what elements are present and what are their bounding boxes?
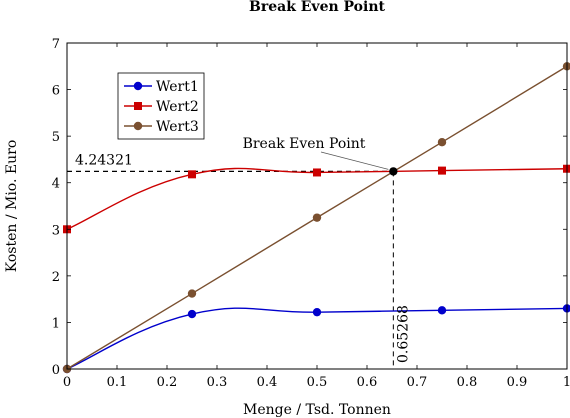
x-tick-label: 0 <box>63 375 71 390</box>
plot-area: Break Even Point 4.24321 0.65268 <box>62 62 570 374</box>
x-tick-label: 0.9 <box>507 375 528 390</box>
series-line-wert1 <box>66 307 568 370</box>
break-even-label: Break Even Point <box>243 136 366 152</box>
x-tick-label: 0.8 <box>457 375 478 390</box>
data-point-wert2 <box>313 168 321 177</box>
y-tick-label: 7 <box>52 37 60 52</box>
y-axis-label: Kosten / Mio. Euro <box>4 140 20 273</box>
legend: Wert1 Wert2 Wert3 <box>117 72 205 140</box>
series-wert3 <box>62 62 570 374</box>
data-point-wert3 <box>437 137 447 147</box>
axes: 0 0.1 0.2 0.3 0.4 0.5 0.6 0.7 0.8 0.9 1 0 1 2 3 4 5 6 7 <box>52 37 570 390</box>
x-tick-label: 0.4 <box>257 375 278 390</box>
x-tick-label: 0.1 <box>107 375 128 390</box>
x-tick-label: 0.6 <box>357 375 378 390</box>
y-tick-label: 5 <box>52 130 60 145</box>
legend-marker <box>134 102 142 110</box>
data-point-wert1 <box>312 307 322 317</box>
legend-label: Wert1 <box>156 79 199 95</box>
break-even-pointer <box>320 151 389 170</box>
break-even-point <box>389 167 398 176</box>
data-point-wert1 <box>437 306 447 315</box>
break-even-y-value: 4.24321 <box>75 152 133 168</box>
data-point-wert1 <box>562 304 570 313</box>
x-tick-label: 0.7 <box>407 375 428 390</box>
y-tick-label: 2 <box>52 270 60 285</box>
series-wert2 <box>63 164 570 234</box>
legend-label: Wert2 <box>156 99 199 115</box>
data-point-wert3 <box>187 289 197 298</box>
data-point-wert3 <box>562 62 570 71</box>
data-point-wert2 <box>188 170 196 179</box>
chart-title: Break Even Point <box>249 0 386 15</box>
x-tick-label: 0.5 <box>307 375 328 390</box>
y-tick-label: 6 <box>52 84 60 99</box>
y-tick-label: 4 <box>52 177 60 192</box>
series-wert1 <box>62 304 570 374</box>
data-point-wert2 <box>438 166 446 175</box>
legend-entry-wert2: Wert2 <box>124 99 199 115</box>
x-axis-label: Menge / Tsd. Tonnen <box>243 402 391 418</box>
data-point-wert1 <box>187 309 197 319</box>
x-tick-label: 1 <box>563 375 570 390</box>
break-even-x-value: 0.65268 <box>395 305 411 363</box>
legend-label: Wert3 <box>156 119 199 135</box>
legend-entry-wert3: Wert3 <box>124 119 199 135</box>
legend-entry-wert1: Wert1 <box>124 79 199 95</box>
y-tick-label: 0 <box>52 363 60 378</box>
y-tick-label: 3 <box>52 223 60 238</box>
x-tick-label: 0.2 <box>157 375 178 390</box>
legend-box <box>117 72 205 140</box>
legend-marker <box>133 81 143 91</box>
data-point-wert3 <box>312 213 322 222</box>
x-tick-label: 0.3 <box>207 375 228 390</box>
y-tick-label: 1 <box>52 316 60 331</box>
legend-marker <box>133 121 143 131</box>
